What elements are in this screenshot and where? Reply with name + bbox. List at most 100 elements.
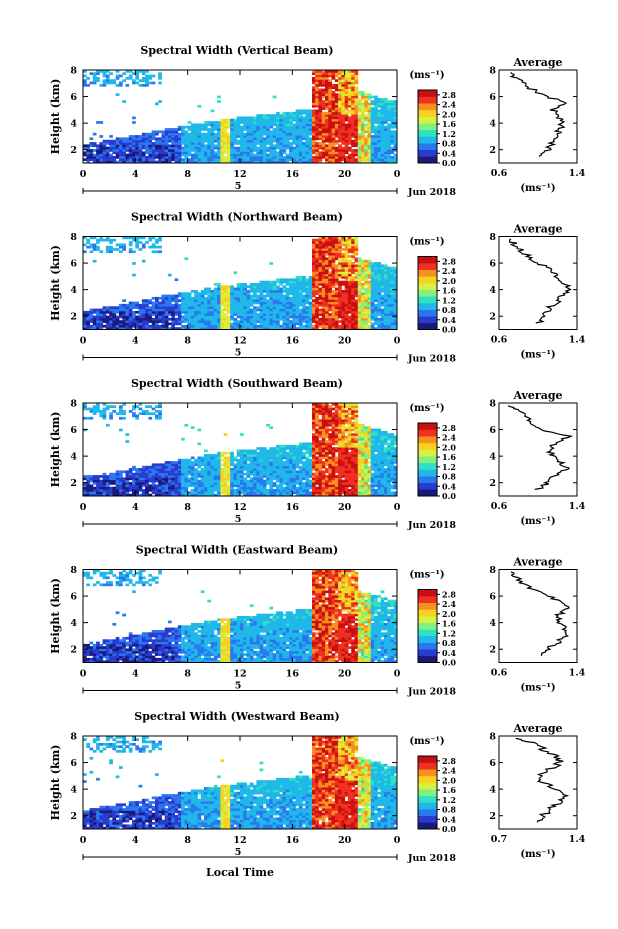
heatmap-cell (155, 493, 159, 497)
heatmap-cell (269, 313, 274, 316)
heatmap-cell (256, 156, 261, 159)
profile-y-tick-label: 2 (489, 312, 496, 323)
heatmap-cell (200, 461, 205, 464)
heatmap-cell (325, 139, 329, 143)
heatmap-cell (331, 100, 336, 103)
heatmap-cell (367, 266, 372, 270)
heatmap-cell (361, 144, 365, 148)
heatmap-cell (334, 125, 339, 129)
heatmap-cell (272, 121, 277, 124)
heatmap-cell (298, 156, 303, 159)
heatmap-cell (207, 322, 211, 326)
heatmap-cell (83, 477, 87, 481)
heatmap-cell (298, 144, 303, 148)
heatmap-cell (177, 153, 182, 157)
profile-y-tick-label: 8 (489, 232, 496, 243)
heatmap-cell (174, 149, 179, 152)
heatmap-cell (249, 123, 254, 127)
heatmap-cell (158, 416, 162, 420)
heatmap-cell (112, 322, 117, 326)
heatmap-cell (259, 313, 264, 316)
heatmap-cell (347, 84, 352, 87)
heatmap-cell (138, 156, 143, 159)
heatmap-cell (223, 322, 228, 326)
heatmap-cell (383, 137, 388, 141)
heatmap-cell (233, 317, 238, 321)
heatmap-cell (331, 266, 336, 270)
heatmap-cell (312, 146, 316, 150)
heatmap-cell (256, 313, 261, 316)
heatmap-cell (259, 292, 264, 295)
heatmap-cell (171, 128, 175, 131)
heatmap-cell (171, 303, 175, 307)
heatmap-cell (92, 317, 97, 321)
heatmap-cell (246, 158, 251, 161)
heatmap-cell (302, 135, 306, 138)
heatmap-cell (318, 292, 323, 295)
heatmap-cell (230, 486, 234, 490)
heatmap-cell (357, 123, 362, 127)
heatmap-cell (145, 308, 149, 312)
heatmap-cell (364, 276, 368, 279)
heatmap-cell (213, 156, 218, 159)
heatmap-cell (298, 125, 303, 129)
heatmap-cell (334, 257, 339, 261)
heatmap-cell (207, 287, 211, 291)
heatmap-cell (115, 493, 120, 497)
heatmap-cell (361, 285, 365, 288)
heatmap-cell (312, 137, 316, 141)
heatmap-cell (361, 308, 365, 312)
heatmap-cell (325, 84, 329, 87)
heatmap-cell (276, 116, 280, 120)
heatmap-cell (272, 310, 277, 314)
heatmap-cell (194, 324, 198, 328)
heatmap-cell (200, 158, 205, 161)
heatmap-cell (92, 315, 97, 319)
heatmap-cell (367, 132, 372, 136)
heatmap-cell (240, 146, 244, 150)
heatmap-cell (318, 296, 323, 300)
heatmap-cell (249, 160, 254, 164)
heatmap-cell (315, 320, 319, 323)
heatmap-cell (390, 287, 395, 291)
heatmap-cell (321, 118, 326, 122)
heatmap-cell (194, 489, 198, 492)
heatmap-cell (347, 142, 352, 145)
heatmap-cell (207, 486, 211, 490)
heatmap-cell (387, 135, 391, 138)
heatmap-cell (377, 303, 382, 307)
heatmap-cell (344, 266, 349, 270)
heatmap-cell (289, 287, 293, 291)
heatmap-cell (298, 135, 303, 138)
heatmap-cell (259, 128, 264, 131)
heatmap-cell (344, 301, 349, 305)
heatmap-cell (141, 479, 146, 483)
heatmap-cell (132, 477, 136, 481)
heatmap-cell (243, 151, 247, 155)
heatmap-cell (374, 294, 378, 298)
heatmap-cell (253, 123, 257, 127)
heatmap-cell (83, 310, 87, 314)
heatmap-cell (122, 100, 126, 103)
heatmap-cell (174, 132, 179, 136)
heatmap-cell (122, 72, 126, 75)
heatmap-cell (204, 454, 208, 457)
heatmap-cell (190, 477, 195, 481)
heatmap-cell (334, 132, 339, 136)
heatmap-cell (253, 121, 257, 124)
heatmap-cell (321, 327, 326, 330)
heatmap-cell (109, 414, 113, 418)
heatmap-cell (151, 489, 156, 492)
heatmap-cell (96, 327, 100, 330)
heatmap-cell (285, 308, 290, 312)
heatmap-cell (210, 470, 215, 474)
heatmap-cell (298, 294, 303, 298)
heatmap-cell (217, 320, 221, 323)
heatmap-cell (315, 283, 319, 286)
heatmap-cell (89, 250, 94, 254)
heatmap-cell (390, 294, 395, 298)
heatmap-cell (367, 116, 372, 120)
heatmap-cell (328, 276, 332, 279)
heatmap-cell (279, 278, 283, 282)
heatmap-cell (226, 320, 231, 323)
